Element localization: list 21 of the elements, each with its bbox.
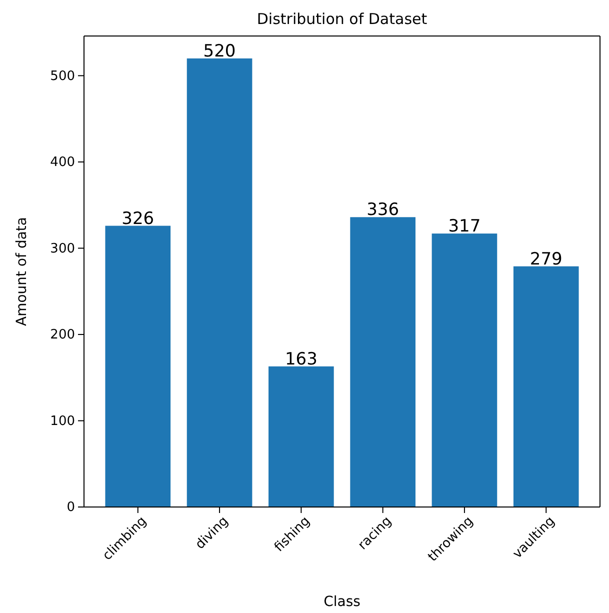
y-tick-label: 300 (50, 241, 75, 256)
y-tick-label: 400 (50, 155, 75, 170)
y-tick-label: 100 (50, 414, 75, 429)
x-axis-title: Class (324, 594, 360, 610)
data-label: 279 (530, 249, 562, 270)
data-label: 520 (203, 41, 236, 62)
data-label: 336 (366, 200, 400, 220)
y-tick-label: 0 (66, 500, 75, 516)
bar (432, 234, 498, 507)
y-tick-label: 200 (50, 328, 75, 343)
bar (513, 266, 579, 507)
bar (268, 366, 334, 507)
bar (105, 226, 171, 507)
y-tick-label: 500 (50, 68, 75, 84)
chart-title: Distribution of Dataset (256, 10, 428, 28)
data-label: 326 (122, 208, 154, 229)
bar (186, 58, 252, 507)
bar (350, 217, 416, 507)
y-axis-title: Amount of data (14, 217, 30, 326)
data-label: 317 (448, 216, 481, 237)
data-label: 163 (284, 349, 318, 370)
